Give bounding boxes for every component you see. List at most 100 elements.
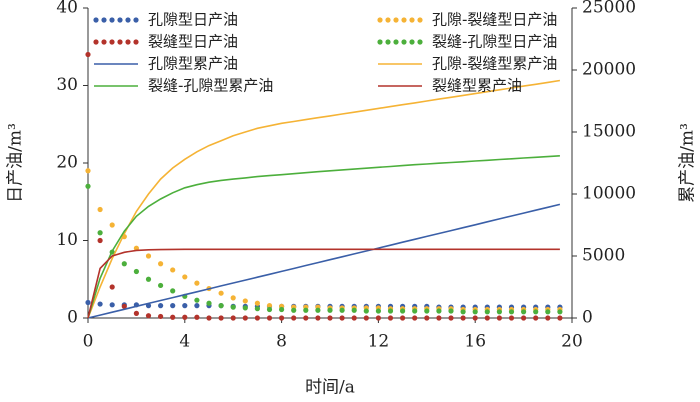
data-point [85, 183, 91, 189]
y-tick-label: 10 [56, 230, 78, 250]
data-point [533, 309, 539, 315]
data-point [266, 303, 273, 309]
data-point [158, 282, 164, 289]
legend-label: 裂缝型日产油 [148, 33, 238, 51]
data-point [194, 303, 200, 309]
legend-dot [101, 17, 107, 23]
data-point [436, 315, 442, 321]
y2-tick-label: 0 [582, 308, 593, 328]
legend-dot [109, 17, 115, 23]
data-point [254, 300, 260, 306]
data-point [266, 306, 273, 313]
data-point [242, 298, 248, 304]
legend-dot [133, 17, 139, 23]
data-point [194, 280, 200, 286]
series-line [87, 79, 561, 319]
data-point [533, 315, 539, 321]
data-point [109, 222, 115, 228]
data-point [182, 303, 188, 309]
data-point [521, 315, 527, 321]
data-point [145, 313, 152, 319]
x-tick-label: 4 [179, 332, 190, 352]
legend-dot [401, 17, 407, 23]
data-point [436, 308, 442, 314]
data-point [158, 303, 164, 309]
legend-dot [117, 39, 123, 45]
y-axis-label: 日产油/m³ [6, 123, 26, 203]
y-tick-label: 20 [56, 153, 78, 173]
data-point [133, 268, 139, 275]
data-point [206, 315, 212, 321]
data-point [291, 315, 297, 321]
y-tick-label: 0 [67, 308, 78, 328]
legend-dot [417, 39, 423, 45]
legend-dot [133, 39, 139, 45]
legend-dot [117, 17, 123, 23]
data-point [85, 299, 91, 306]
data-point [496, 315, 502, 321]
data-point [387, 315, 394, 321]
data-point [557, 315, 563, 321]
legend-label: 孔隙型日产油 [148, 11, 238, 29]
x-tick-label: 16 [464, 332, 486, 352]
data-point [315, 307, 321, 313]
data-point [424, 315, 430, 321]
legend-dot [385, 39, 391, 45]
data-point [254, 306, 260, 312]
data-point [182, 274, 188, 280]
y2-tick-label: 5000 [582, 246, 625, 266]
data-point [303, 315, 309, 321]
series-line [87, 155, 560, 319]
data-point [521, 309, 527, 315]
legend-label: 孔隙型累产油 [148, 55, 238, 73]
data-point [242, 315, 248, 321]
legend-label: 孔隙-裂缝型累产油 [432, 55, 557, 73]
legend-dot [125, 17, 131, 23]
y2-tick-label: 10000 [582, 184, 636, 204]
data-point [206, 300, 212, 306]
data-point [145, 276, 152, 282]
data-point [158, 313, 164, 320]
data-point [97, 237, 103, 244]
y2-tick-label: 20000 [582, 60, 636, 80]
data-point [460, 315, 466, 321]
data-point [170, 314, 176, 320]
legend-dot [109, 39, 115, 45]
data-point [279, 306, 285, 313]
data-point [182, 314, 188, 320]
data-point [484, 309, 490, 315]
data-point [97, 230, 103, 236]
legend-label: 裂缝-孔隙型累产油 [148, 77, 273, 95]
data-point [218, 315, 224, 321]
data-point [121, 261, 127, 267]
y2-axis-label: 累产油/m³ [678, 123, 698, 203]
data-point [315, 315, 321, 321]
data-point [170, 288, 176, 294]
data-point [496, 309, 502, 315]
data-point [85, 51, 91, 58]
data-point [85, 168, 91, 174]
data-point [460, 309, 466, 315]
data-point [472, 309, 478, 315]
data-point [351, 307, 357, 313]
data-point [472, 315, 478, 321]
legend-dot [409, 17, 415, 23]
legend-dot [125, 39, 131, 45]
data-point [109, 302, 115, 308]
data-point [218, 303, 224, 309]
legend-dot [409, 39, 415, 45]
data-point [448, 315, 454, 321]
data-point [363, 315, 369, 321]
y2-tick-label: 25000 [582, 0, 636, 18]
y-tick-label: 30 [56, 75, 78, 95]
data-point [254, 315, 260, 321]
data-point [363, 308, 369, 314]
data-point [448, 308, 454, 314]
data-point [242, 305, 248, 311]
data-point [424, 308, 430, 314]
data-point [545, 309, 551, 315]
data-point [194, 314, 200, 320]
data-point [97, 301, 103, 307]
data-point [145, 253, 152, 259]
data-point [170, 267, 176, 273]
